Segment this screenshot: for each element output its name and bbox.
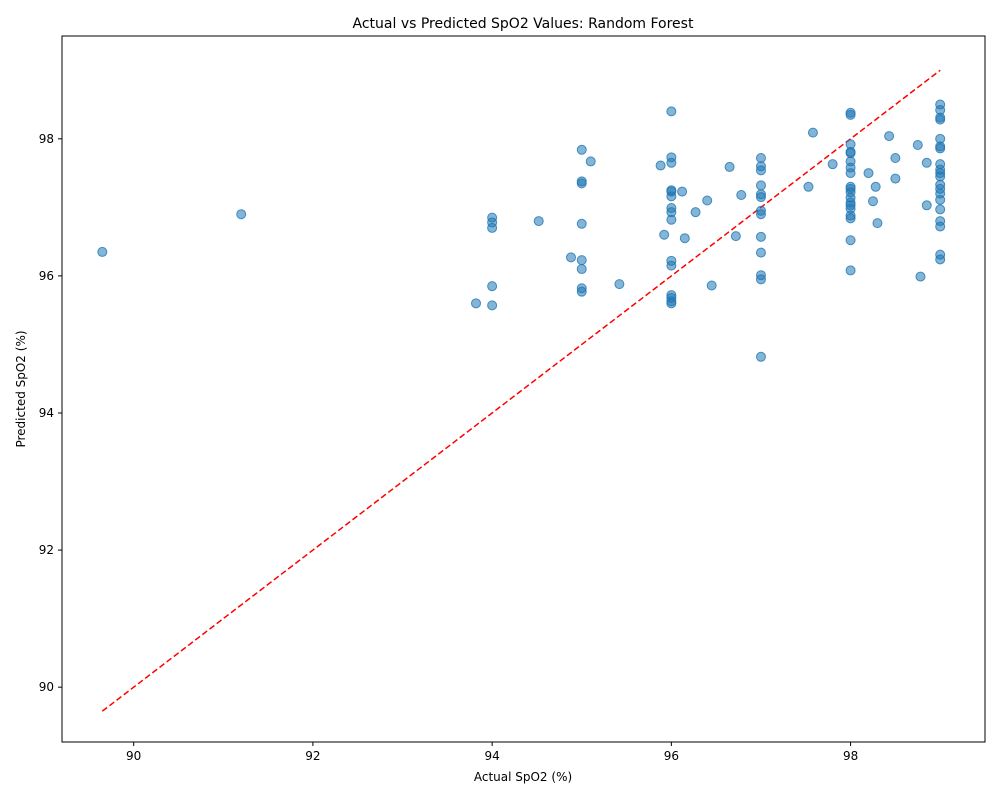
data-point [659,229,670,240]
data-point [890,153,901,164]
data-point [736,190,747,201]
y-tick-label: 94 [39,406,54,420]
x-axis-label: Actual SpO2 (%) [474,770,572,784]
data-point [666,185,677,196]
data-point [755,205,766,216]
data-point [666,152,677,163]
data-point [845,181,856,192]
data-point [755,247,766,258]
data-point [487,212,498,223]
data-points-layer [97,99,946,362]
x-tick-label: 90 [126,749,141,763]
x-tick-label: 94 [484,749,499,763]
data-point [827,159,838,170]
perfect-prediction-line [101,69,941,712]
data-point [935,159,946,170]
data-point [585,156,596,167]
data-point [845,156,856,167]
data-point [803,181,814,192]
data-point [884,131,895,142]
data-point [533,216,544,227]
data-point [915,271,926,282]
x-tick-label: 92 [305,749,320,763]
data-point [912,139,923,150]
data-point [666,203,677,214]
data-point [845,139,856,150]
chart-title: Actual vs Predicted SpO2 Values: Random … [353,16,694,32]
data-point [666,106,677,117]
data-point [755,270,766,281]
data-point [755,189,766,200]
data-point [755,161,766,172]
data-point [614,279,625,290]
data-point [655,160,666,171]
data-point [730,231,741,242]
data-point [845,107,856,118]
plot-area-frame [61,35,986,743]
data-point [935,179,946,190]
data-point [565,252,576,263]
data-point [807,127,818,138]
data-point [677,186,688,197]
data-point [755,231,766,242]
data-point [471,298,482,309]
y-tick-label: 90 [39,680,54,694]
y-tick-label: 92 [39,543,54,557]
data-point [706,280,717,291]
data-point [755,180,766,191]
data-point [576,264,587,275]
data-point [935,99,946,110]
data-point [890,173,901,184]
data-point [576,144,587,155]
data-point [702,195,713,206]
data-point [236,209,247,220]
data-point [755,351,766,362]
data-point [690,207,701,218]
data-point [666,255,677,266]
data-point [870,181,881,192]
y-tick-label: 96 [39,269,54,283]
data-point [666,290,677,301]
data-point [679,233,690,244]
data-point [845,265,856,276]
data-point [935,249,946,260]
data-point [724,161,735,172]
data-point [97,246,108,257]
data-point [872,218,883,229]
x-axis-ticks: 90 92 94 96 98 [126,742,858,763]
data-point [576,283,587,294]
data-point [867,196,878,207]
data-point [576,255,587,266]
y-axis-ticks: 90 92 94 96 98 [39,132,62,694]
reference-line-layer [101,69,941,712]
data-point [576,218,587,229]
data-point [863,168,874,179]
data-point [487,300,498,311]
x-tick-label: 96 [664,749,679,763]
data-point [755,153,766,164]
data-point [935,204,946,215]
data-point [921,200,932,211]
data-point [487,281,498,292]
x-tick-label: 98 [843,749,858,763]
data-point [576,176,587,187]
y-axis-label: Predicted SpO2 (%) [14,330,28,447]
data-point [935,216,946,227]
data-point [935,133,946,144]
data-point [921,157,932,168]
y-tick-label: 98 [39,132,54,146]
data-point [845,235,856,246]
